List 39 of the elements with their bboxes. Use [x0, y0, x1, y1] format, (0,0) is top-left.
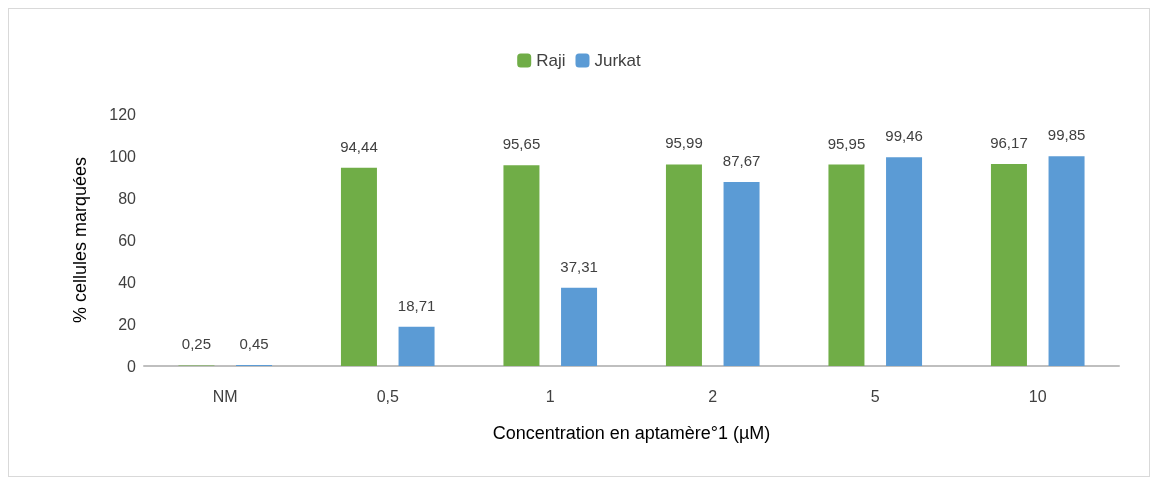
bar — [828, 164, 865, 366]
data-label: 0,45 — [239, 335, 269, 353]
x-tick-label: 5 — [870, 387, 880, 405]
data-label: 87,67 — [722, 151, 761, 169]
data-label: 95,95 — [827, 134, 866, 152]
x-tick-label: 1 — [545, 387, 555, 405]
data-label: 94,44 — [340, 137, 378, 155]
bar — [723, 181, 760, 366]
y-axis-title: % cellules marquées — [70, 156, 90, 324]
data-label: 96,17 — [990, 134, 1028, 152]
bar — [503, 165, 540, 366]
y-tick-label: 0 — [127, 357, 137, 375]
data-label: 95,99 — [665, 134, 703, 152]
data-label: 99,46 — [885, 127, 923, 145]
data-label: 0,25 — [181, 335, 212, 353]
x-tick-label: 10 — [1028, 387, 1047, 405]
y-tick-label: 100 — [109, 147, 137, 165]
bar — [665, 164, 702, 366]
x-axis-title: Concentration en aptamère°1 (µM) — [492, 423, 771, 443]
bar — [561, 287, 598, 366]
y-tick-label: 120 — [109, 105, 137, 123]
x-tick-label: NM — [212, 387, 238, 405]
data-label: 18,71 — [397, 296, 436, 314]
y-tick-label: 40 — [118, 273, 137, 291]
data-label: 95,65 — [502, 135, 541, 153]
data-label: 99,85 — [1047, 126, 1086, 144]
y-tick-label: 60 — [118, 231, 137, 249]
legend-label: Jurkat — [594, 51, 642, 70]
bar — [398, 326, 435, 366]
x-tick-label: 0,5 — [376, 387, 399, 405]
legend-label: Raji — [536, 51, 566, 70]
x-tick-label: 2 — [708, 387, 718, 405]
bar — [886, 157, 923, 366]
y-tick-label: 80 — [118, 189, 137, 207]
data-label: 37,31 — [560, 257, 598, 275]
bar — [340, 167, 377, 366]
bar — [990, 164, 1027, 366]
y-tick-label: 20 — [118, 315, 137, 333]
bar — [1048, 156, 1085, 366]
